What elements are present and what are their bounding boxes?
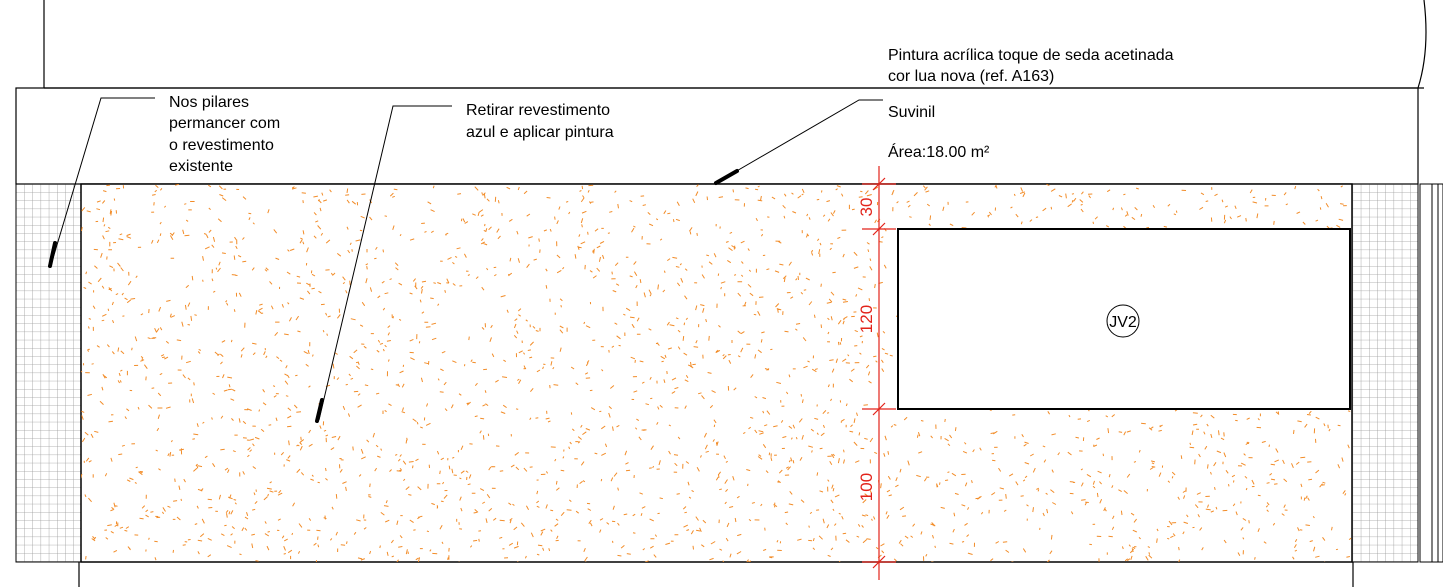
note-pillars-line-1: Nos pilares	[169, 94, 249, 111]
dimension-100: 100	[857, 473, 876, 501]
window-jv2: JV2	[897, 228, 1351, 410]
left-pillar	[15, 183, 82, 563]
note-paint-spec-line-2: cor lua nova (ref. A163)	[888, 68, 1054, 85]
note-pillars-line-4: existente	[169, 158, 233, 175]
dimension-120: 120	[857, 305, 876, 333]
window-tag-circle	[1106, 304, 1140, 338]
note-area: Área:18.00 m²	[888, 142, 990, 161]
note-paint-spec-line-1: Pintura acrílica toque de seda acetinada	[888, 47, 1174, 64]
base-line	[78, 562, 1354, 587]
note-brand: Suvinil	[888, 104, 935, 121]
dimension-line	[862, 166, 896, 580]
upper-structure	[15, 0, 1427, 185]
note-pillars: Nos pilares permancer com o revestimento…	[169, 94, 280, 175]
note-remove-cladding-line-2: azul e aplicar pintura	[466, 124, 614, 141]
note-remove-cladding: Retirar revestimento azul e aplicar pint…	[466, 102, 614, 141]
note-remove-cladding-line-1: Retirar revestimento	[466, 102, 610, 119]
right-pillar	[1351, 183, 1443, 563]
note-pillars-line-2: permancer com	[169, 115, 280, 132]
note-pillars-line-3: o revestimento	[169, 137, 274, 154]
window-tag: JV2	[1109, 314, 1137, 331]
note-paint-spec: Pintura acrílica toque de seda acetinada…	[888, 47, 1174, 161]
dimension-30: 30	[857, 198, 876, 217]
leader-lines	[48, 97, 883, 423]
